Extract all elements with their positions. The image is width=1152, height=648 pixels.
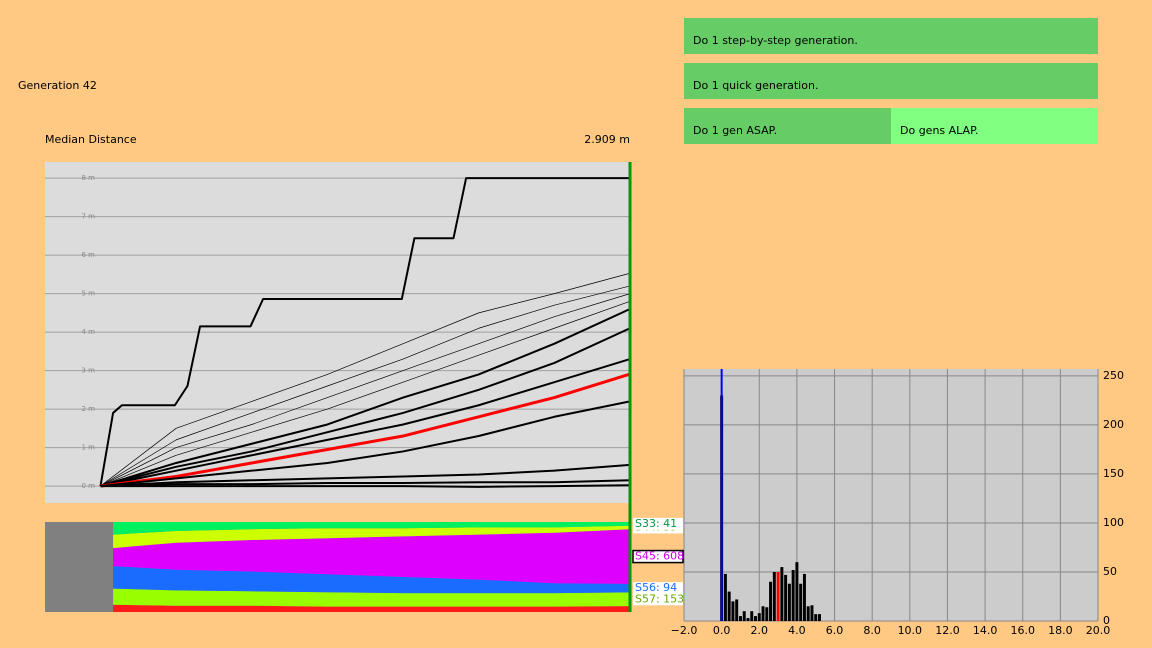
y-tick-label: 8 m xyxy=(82,174,96,182)
series-line xyxy=(100,358,631,488)
hist-bar xyxy=(784,574,788,621)
species-area xyxy=(113,529,630,584)
y-tick-label: 0 m xyxy=(82,482,96,490)
hist-bar xyxy=(746,618,750,621)
hist-bar xyxy=(818,614,821,621)
alap-button[interactable]: Do gens ALAP. xyxy=(891,108,1098,144)
hist-bar xyxy=(723,573,727,621)
hist-bar xyxy=(769,581,773,621)
hist-bar xyxy=(806,606,810,621)
hist-bar xyxy=(795,562,799,621)
y-tick-label: 250 xyxy=(1103,369,1124,382)
y-tick-label: 7 m xyxy=(82,213,96,221)
x-tick-label: −2.0 xyxy=(671,624,698,637)
hist-bar xyxy=(735,599,739,621)
y-tick-label: 2 m xyxy=(82,405,96,413)
series-line xyxy=(100,479,631,488)
series-line xyxy=(100,400,631,488)
x-tick-label: 12.0 xyxy=(935,624,960,637)
x-tick-label: 4.0 xyxy=(788,624,806,637)
series-line xyxy=(100,372,631,488)
asap-button[interactable]: Do 1 gen ASAP. xyxy=(684,108,891,144)
series-line xyxy=(100,327,631,488)
series-line xyxy=(100,272,631,487)
hist-bar xyxy=(814,614,818,621)
chart-title: Median Distance xyxy=(45,133,137,146)
series-line xyxy=(99,177,630,487)
species-label: S56: 94 xyxy=(635,581,677,594)
y-tick-label: 0 xyxy=(1103,614,1110,627)
species-label: S33: 41 xyxy=(635,517,677,530)
y-tick-label: 150 xyxy=(1103,467,1124,480)
hist-bar xyxy=(802,573,806,621)
x-tick-label: 8.0 xyxy=(863,624,881,637)
series-line xyxy=(100,308,631,488)
quick-button[interactable]: Do 1 quick generation. xyxy=(684,63,1098,99)
x-tick-label: 2.0 xyxy=(751,624,769,637)
hist-bar xyxy=(791,570,795,621)
x-tick-label: 20.0 xyxy=(1086,624,1111,637)
hist-bar xyxy=(780,567,784,621)
hist-bar xyxy=(731,601,735,621)
series-line xyxy=(100,463,631,488)
series-line xyxy=(100,484,631,488)
x-tick-label: 0.0 xyxy=(713,624,731,637)
species-area xyxy=(113,566,630,594)
hist-bar xyxy=(765,607,769,621)
hist-bar xyxy=(750,611,754,621)
hist-bar xyxy=(738,616,742,621)
hist-bar xyxy=(727,591,731,621)
x-tick-label: 10.0 xyxy=(898,624,923,637)
hist-bar xyxy=(799,583,803,621)
hist-bar xyxy=(772,571,776,621)
species-label: S57: 153 xyxy=(635,592,684,605)
generation-label: Generation 42 xyxy=(18,79,97,92)
species-label-box xyxy=(633,517,683,530)
hist-bar xyxy=(754,616,757,621)
y-tick-label: 3 m xyxy=(82,367,96,375)
y-tick-label: 100 xyxy=(1103,516,1124,529)
hist-bar xyxy=(757,613,761,621)
hist-bar xyxy=(787,583,791,621)
median-readout: 2.909 m xyxy=(584,133,630,146)
series-line xyxy=(100,285,631,487)
hist-bar xyxy=(761,606,765,621)
y-tick-label: 5 m xyxy=(82,290,96,298)
y-tick-label: 6 m xyxy=(82,251,96,259)
hist-bar xyxy=(742,611,746,621)
hist-bar xyxy=(810,605,814,621)
species-area xyxy=(113,525,630,549)
species-label-box xyxy=(633,582,683,595)
species-label-box xyxy=(633,593,683,606)
hist-plot-bg xyxy=(684,369,1098,621)
series-line xyxy=(100,293,631,487)
y-tick-label: 1 m xyxy=(82,444,96,452)
y-tick-label: 200 xyxy=(1103,418,1124,431)
y-tick-label: 50 xyxy=(1103,565,1117,578)
species-area xyxy=(113,522,630,535)
species-label: S45: 608 xyxy=(635,550,684,563)
x-tick-label: 16.0 xyxy=(1010,624,1035,637)
step-button[interactable]: Do 1 step-by-step generation. xyxy=(684,18,1098,54)
x-tick-label: 18.0 xyxy=(1048,624,1073,637)
x-tick-label: 6.0 xyxy=(826,624,844,637)
series-line xyxy=(100,300,631,487)
species-label-box xyxy=(632,549,684,564)
y-tick-label: 4 m xyxy=(82,328,96,336)
hist-bar xyxy=(776,571,780,621)
x-tick-label: 14.0 xyxy=(973,624,998,637)
